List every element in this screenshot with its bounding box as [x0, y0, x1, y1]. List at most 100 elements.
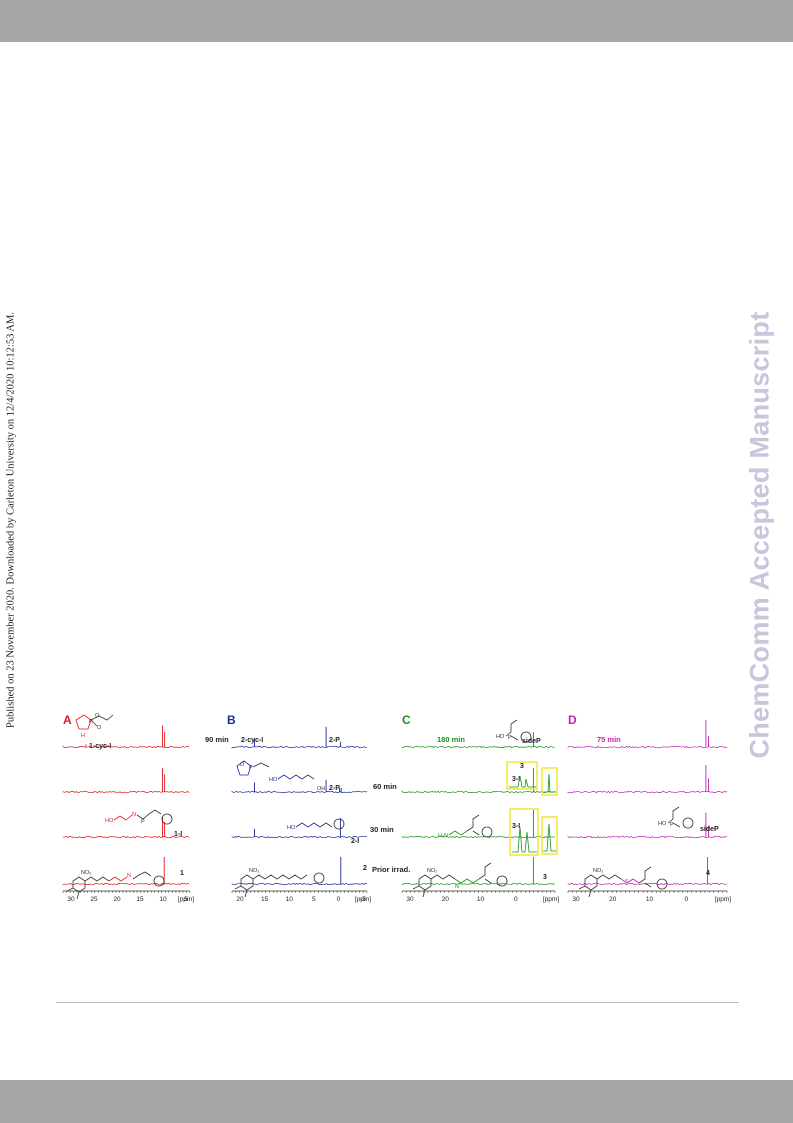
axis-tick-label-d: 0: [684, 896, 688, 903]
trace-baseline-d-0: [567, 745, 728, 749]
structure-d-side: HO P: [658, 806, 694, 829]
axis-tick-label-d: 10: [646, 896, 654, 903]
axis-tick-label-a: 5: [184, 896, 188, 903]
peak-label-3: 3: [543, 874, 547, 881]
axis-unit-b: [ppm]: [355, 896, 371, 903]
trace-baseline-a-0: [62, 745, 190, 749]
axis-tick-label-d: 20: [609, 896, 617, 903]
structure-c-open: H₂N: [438, 814, 493, 839]
peak-label-3-i-60: 3-I: [512, 776, 520, 783]
trace-baseline-d-1: [567, 790, 728, 794]
atom-o-b1: O: [240, 762, 245, 768]
peak-label-sidep-d: sideP: [700, 826, 719, 833]
structure-a-open: HO N P: [105, 809, 173, 825]
axis-tick-label-b: 0: [337, 896, 341, 903]
panel-letter-a: A: [63, 713, 72, 727]
atom-n-c: N: [455, 884, 459, 890]
atom-h2n-c: H₂N: [438, 833, 448, 839]
journal-watermark: ChemComm Accepted Manuscript: [744, 311, 775, 759]
atom-no2-c: NO₂: [427, 868, 437, 874]
highlight-box-3i-60: [506, 761, 538, 790]
atom-no2-a: NO₂: [81, 870, 91, 876]
atom-ho-c: HO: [496, 734, 505, 740]
axis-tick-label-a: 15: [136, 896, 144, 903]
peak-label-3-top: 3: [520, 763, 524, 770]
axis-tick-label-b: -5: [360, 896, 366, 903]
time-label-c-180: 180 min: [437, 735, 465, 744]
time-label-d-75: 75 min: [597, 735, 621, 744]
inset-peak-3-30: [543, 823, 556, 852]
trace-baseline-a-1: [62, 790, 190, 794]
footer-rule: [56, 1002, 739, 1003]
peak-label-sidep-c: sideP: [522, 738, 541, 745]
axis-tick-label-c: [ppm]: [543, 896, 559, 903]
atom-oh-b: OH: [317, 786, 325, 792]
axis-tick-label-b: 10: [286, 896, 294, 903]
peak-label-2: 2: [363, 865, 367, 872]
axis-tick-label-a: 30: [67, 896, 75, 903]
time-label-b-prior: Prior irrad.: [372, 865, 410, 874]
axis-tick-label-a: 20: [113, 896, 121, 903]
axis-tick-label-b: 5: [312, 896, 316, 903]
axis-tick-label-b: 15: [261, 896, 269, 903]
peak-label-2-p-top: 2-P: [329, 737, 340, 744]
atom-o-a2: O: [97, 725, 102, 731]
atom-no2-d: NO₂: [593, 868, 603, 874]
atom-p-a2: P: [141, 819, 145, 825]
inset-peak-3i-30: [512, 826, 537, 853]
trace-baseline-c-0: [401, 745, 556, 749]
trace-baseline-b-3: [231, 882, 368, 886]
structure-b-cyclic: O P HO OH: [236, 760, 325, 792]
atom-n-a3: N: [127, 873, 131, 879]
axis-tick-label-a: 25: [90, 896, 98, 903]
trace-baseline-a-2: [62, 835, 190, 839]
trace-baseline-b-2: [231, 835, 368, 839]
time-label-b-30: 30 min: [370, 825, 394, 834]
publication-note: Published on 23 November 2020. Downloade…: [5, 312, 17, 728]
peak-label-1-i: 1-I: [174, 831, 182, 838]
trace-baseline-c-1: [401, 790, 556, 794]
inset-peak-3i-60: [509, 775, 536, 788]
axis-tick-label-c: 20: [442, 896, 450, 903]
trace-baseline-c-2: [401, 835, 556, 839]
axis-tick-label-a: 10: [159, 896, 167, 903]
peak-label-4: 4: [706, 870, 710, 877]
structure-b-parent: NO₂: [234, 868, 325, 898]
nmr-figure: A B C D 30 25 20 15 10 5[ppm] 20 15 10 5 0 -5[ppm] 3…: [62, 713, 731, 903]
traces-layer: [62, 720, 728, 886]
panel-letter-b: B: [227, 713, 236, 727]
atom-s-d: S: [625, 879, 629, 885]
atom-n-a: N: [132, 812, 136, 818]
atom-p-a: P: [89, 719, 93, 725]
inset-peak-3-60: [543, 773, 556, 793]
atom-no2-b: NO₂: [249, 868, 259, 874]
header-band: [0, 0, 793, 42]
atom-h-a: H: [81, 733, 85, 739]
footer-band: [0, 1080, 793, 1123]
trace-baseline-c-3: [401, 882, 556, 886]
trace-baseline-a-3: [62, 882, 190, 886]
axis-tick-label-d: 30: [572, 896, 580, 903]
trace-baseline-b-1: [231, 790, 368, 794]
atom-ho-b2: HO: [287, 825, 296, 831]
structure-b-open: HO: [287, 818, 345, 831]
axes-layer: 30 25 20 15 10 5[ppm] 20 15 10 5 0 -5[ppm] 30 20 10 0 [p…: [62, 890, 731, 903]
axis-tick-label-c: 10: [477, 896, 485, 903]
panel-letter-c: C: [402, 713, 411, 727]
axis-tick-label-c: 30: [406, 896, 414, 903]
peak-label-2-i: 2-I: [351, 838, 359, 845]
axis-unit-a: [ppm]: [178, 896, 194, 903]
atom-o-a1: O: [95, 713, 100, 719]
atom-ho-a: HO: [105, 818, 114, 824]
peak-label-2-cyc-i: 2-cyc-I: [241, 737, 263, 744]
structure-a-cyclic: P O O H: [75, 713, 114, 739]
atom-p-d: P: [670, 822, 674, 828]
atom-ho-b: HO: [269, 777, 278, 783]
structure-d-parent: NO₂ S: [578, 866, 668, 898]
highlight-box-3-60: [541, 767, 558, 796]
time-label-a-90: 90 min: [205, 735, 229, 744]
trace-baseline-d-2: [567, 835, 728, 839]
structure-c-side: HO P: [496, 719, 532, 743]
atom-p-b1: P: [249, 765, 253, 771]
highlight-box-3i-30: [509, 808, 539, 856]
